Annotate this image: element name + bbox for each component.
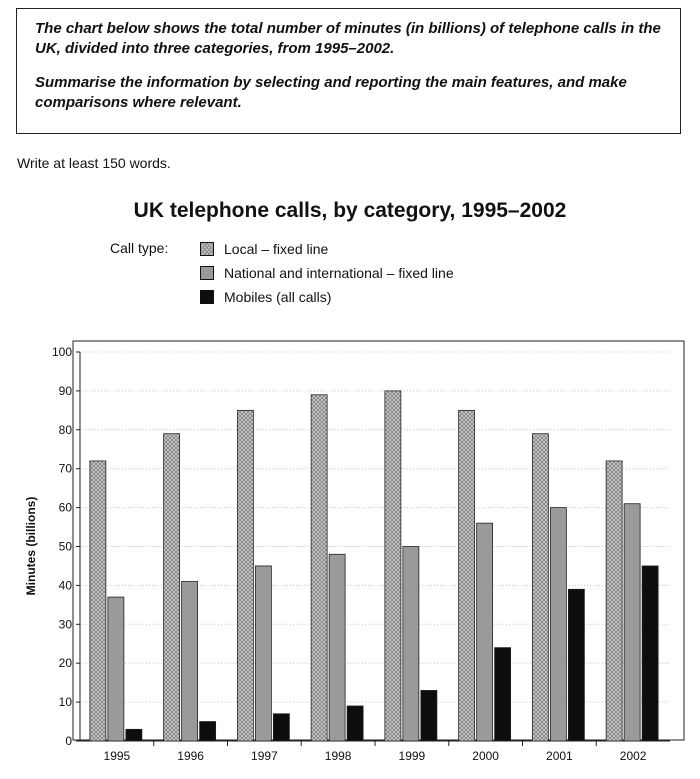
bar-mobile-1998 [346,705,364,742]
y-tick-label: 100 [52,345,72,359]
bar-mobile-1997 [272,713,290,742]
y-tick-label: 40 [59,578,73,592]
bar-mobile-1995 [125,728,143,742]
x-tick-label: 1997 [251,749,278,763]
legend-swatch-national [200,266,214,280]
y-axis-label: Minutes (billions) [24,497,38,596]
y-tick-label: 90 [59,384,73,398]
bar-national-1997 [254,565,272,742]
word-count-instruction: Write at least 150 words. [17,155,171,171]
bar-local-1996 [163,433,181,742]
bar-mobile-2000 [494,647,512,742]
bar-national-1999 [402,546,420,742]
legend-label-mobile: Mobiles (all calls) [224,289,332,305]
x-tick-label: 1999 [399,749,426,763]
legend-item-national: National and international – fixed line [200,264,454,282]
bar-national-2000 [476,522,494,742]
x-tick-label: 2000 [472,749,499,763]
x-tick-label: 1998 [325,749,352,763]
x-tick-label: 2001 [546,749,573,763]
y-tick-label: 60 [59,501,73,515]
bar-national-2001 [549,507,567,742]
y-tick-label: 50 [59,540,73,554]
legend-swatch-local [200,242,214,256]
bar-mobile-1999 [420,690,438,742]
bar-local-2000 [458,409,476,742]
bar-mobile-1996 [199,721,217,742]
legend-swatch-mobile [200,290,214,304]
legend-item-local: Local – fixed line [200,240,328,258]
task-description: The chart below shows the total number o… [35,20,661,57]
legend-item-mobile: Mobiles (all calls) [200,288,331,306]
y-tick-label: 30 [59,617,73,631]
legend-label-national: National and international – fixed line [224,265,454,281]
bar-local-1999 [384,390,402,742]
bar-local-1997 [236,409,254,742]
y-tick-label: 0 [65,734,72,748]
task-prompt-box: The chart below shows the total number o… [16,8,681,134]
bar-national-1998 [328,553,346,742]
x-tick-label: 1995 [104,749,131,763]
y-tick-label: 80 [59,423,73,437]
bar-national-2002 [623,503,641,742]
grid-lines [80,351,670,703]
task-instructions: Summarise the information by selecting a… [35,74,627,111]
y-tick-label: 70 [59,462,73,476]
bar-local-2002 [605,460,623,742]
bar-national-1996 [181,581,199,742]
bar-national-1995 [107,596,125,742]
bar-mobile-2001 [567,588,585,742]
x-tick-label: 2002 [620,749,647,763]
bars [89,390,659,742]
x-tick-label: 1996 [177,749,204,763]
bar-local-1995 [89,460,107,742]
bar-local-2001 [531,433,549,742]
bar-local-1998 [310,394,328,742]
tick-labels: 0 10 20 30 40 50 60 70 80 90 100 1995 1996 1997 1998 19… [52,345,647,763]
bar-mobile-2002 [641,565,659,742]
y-tick-label: 10 [59,695,73,709]
y-tick-label: 20 [59,656,73,670]
legend-caption: Call type: [110,240,169,256]
legend-label-local: Local – fixed line [224,241,329,257]
chart-title: UK telephone calls, by category, 1995–20… [133,199,567,222]
